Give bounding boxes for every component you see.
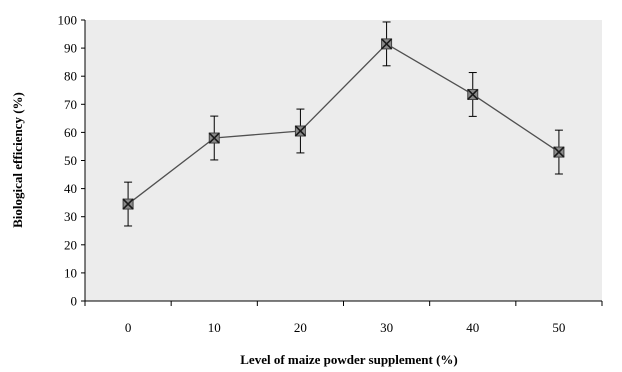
data-point	[467, 88, 479, 101]
y-tick-label: 10	[64, 265, 77, 280]
y-tick-label: 80	[64, 69, 77, 84]
x-axis-title: Level of maize powder supplement (%)	[240, 352, 457, 367]
y-tick-label: 20	[64, 237, 77, 252]
y-tick-label: 70	[64, 97, 77, 112]
x-tick-label: 30	[380, 320, 393, 335]
data-point	[294, 125, 306, 137]
plot-area	[85, 20, 602, 301]
x-tick-label: 40	[466, 320, 479, 335]
y-tick-label: 90	[64, 41, 77, 56]
y-tick-label: 50	[64, 153, 77, 168]
series-layer	[122, 21, 565, 227]
data-point	[208, 132, 220, 144]
series-line	[127, 43, 560, 205]
y-tick-label: 40	[64, 181, 77, 196]
x-tick-label: 10	[208, 320, 221, 335]
x-tick-label: 50	[552, 320, 565, 335]
y-axis-ticks: 0 10 20 30 40 50 60 70 80 90 100	[58, 13, 85, 309]
y-tick-label: 0	[71, 294, 78, 309]
x-axis-ticks: 0 10 20 30 40 50	[84, 301, 603, 335]
data-point	[122, 198, 134, 210]
data-point	[381, 38, 393, 50]
data-point	[553, 146, 565, 158]
y-tick-label: 30	[64, 209, 77, 224]
y-tick-label: 60	[64, 125, 77, 140]
y-tick-label: 100	[58, 13, 78, 28]
x-tick-label: 20	[294, 320, 307, 335]
x-tick-label: 0	[125, 320, 132, 335]
y-axis-title: Biological efficiency (%)	[10, 92, 25, 228]
